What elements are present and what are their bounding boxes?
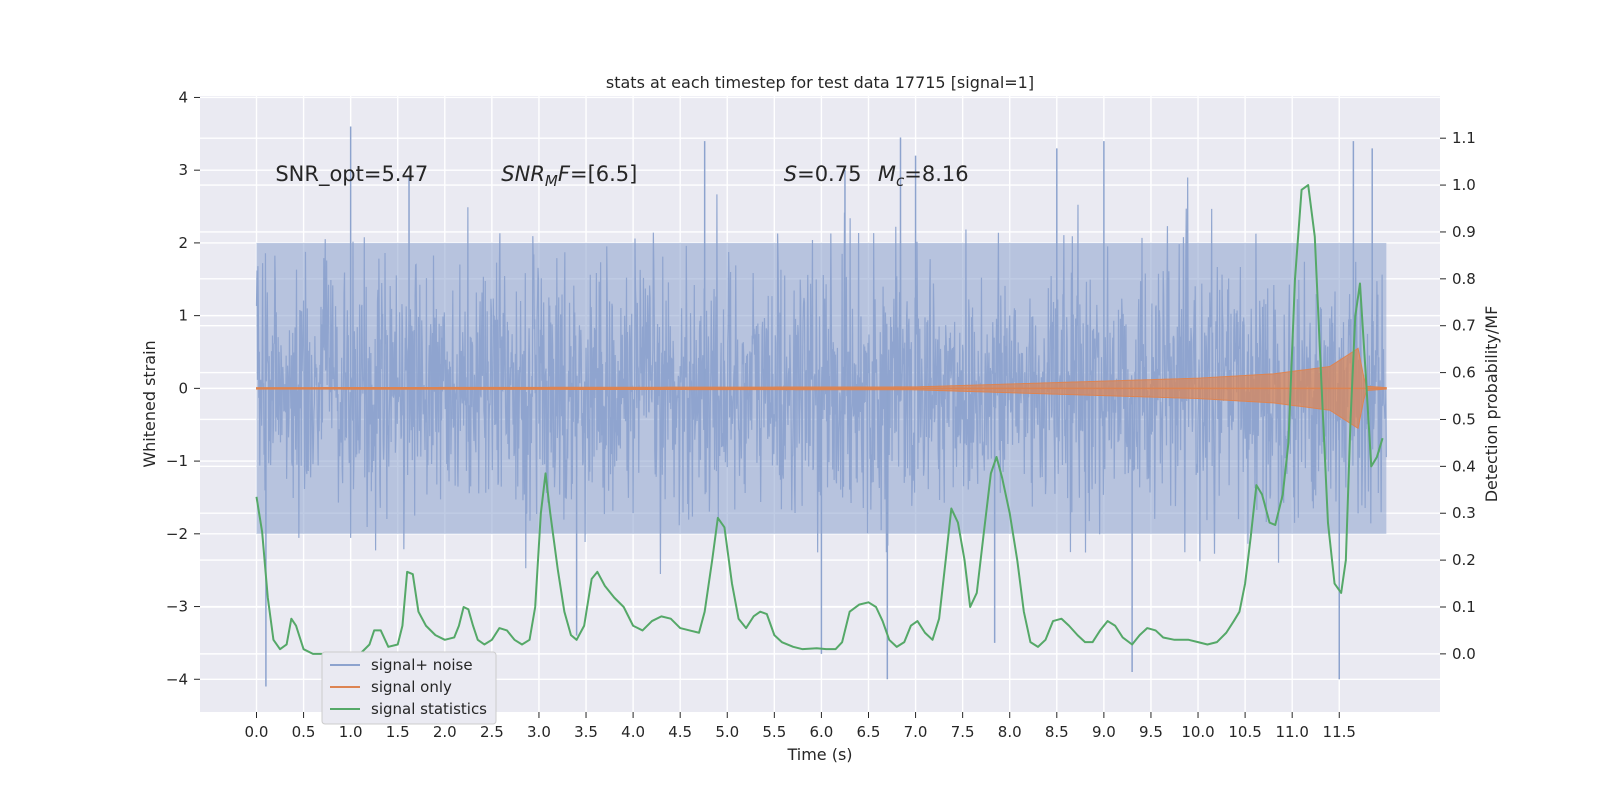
x-tick-label-8-0: 8.0: [998, 723, 1022, 741]
x-tick-label-2-5: 2.5: [480, 723, 504, 741]
y2-tick-label-0-3: 0.3: [1452, 504, 1476, 522]
legend-label-signal-statistics: signal statistics: [371, 700, 487, 718]
y2-axis-label: Detection probability/MF: [1482, 306, 1501, 503]
x-tick-label-3-5: 3.5: [574, 723, 598, 741]
legend-label-signal-only: signal only: [371, 678, 452, 696]
x-tick-label-5-5: 5.5: [762, 723, 786, 741]
y-tick-label-1: 1: [178, 307, 188, 325]
x-tick-label-0-5: 0.5: [292, 723, 316, 741]
y2-tick-label-0-9: 0.9: [1452, 223, 1476, 241]
y-tick-label-3: 3: [178, 161, 188, 179]
annotation-m-c-8-16: Mc=8.16: [878, 162, 969, 190]
legend: signal+ noise signal only signal statist…: [321, 651, 497, 725]
y2-tick-label-0-2: 0.2: [1452, 551, 1476, 569]
y-tick-label-4: −4: [166, 670, 188, 688]
x-tick-label-1-0: 1.0: [339, 723, 363, 741]
x-tick-label-11-5: 11.5: [1323, 723, 1356, 741]
x-tick-label-6-0: 6.0: [809, 723, 833, 741]
x-tick-label-9-0: 9.0: [1092, 723, 1116, 741]
y-tick-label-2: 2: [178, 234, 188, 252]
y-tick-label-4: 4: [178, 88, 188, 106]
legend-box: [321, 651, 497, 725]
x-axis-ticks: 0.0 0.5 1.0 1.5 2.0 2.5 3.0 3.5 4.0 4.5 5.0 5.5 6.0 6…: [245, 712, 1356, 741]
annotation-s-0-75: S=0.75: [784, 162, 862, 186]
x-tick-label-5-0: 5.0: [715, 723, 739, 741]
y2-tick-label-0-7: 0.7: [1452, 317, 1476, 335]
y2-tick-label-1-0: 1.0: [1452, 176, 1476, 194]
y2-axis-ticks: 0.0 0.1 0.2 0.3 0.4 0.5 0.6 0.7 0.8 0.9 1.0 1.1: [1440, 129, 1476, 663]
x-tick-label-4-5: 4.5: [668, 723, 692, 741]
x-tick-label-10-5: 10.5: [1228, 723, 1261, 741]
y2-tick-label-0-8: 0.8: [1452, 270, 1476, 288]
x-tick-label-10-0: 10.0: [1181, 723, 1214, 741]
y2-tick-label-0-1: 0.1: [1452, 598, 1476, 616]
y2-tick-label-0-0: 0.0: [1452, 645, 1476, 663]
series-signal-only: [255, 347, 1387, 430]
legend-label-signal-plus-noise: signal+ noise: [371, 656, 473, 674]
annotations: SNR_opt=5.47 SNRMF=[6.5] S=0.75 Mc=8.16: [275, 162, 968, 190]
x-tick-label-7-5: 7.5: [951, 723, 975, 741]
x-axis-label: Time (s): [786, 745, 852, 764]
chart-title: stats at each timestep for test data 177…: [606, 73, 1034, 92]
y2-tick-label-0-5: 0.5: [1452, 410, 1476, 428]
x-tick-label-2-0: 2.0: [433, 723, 457, 741]
y2-tick-label-1-1: 1.1: [1452, 129, 1476, 147]
x-tick-label-0-0: 0.0: [245, 723, 269, 741]
statistics-line: [255, 184, 1384, 657]
series-signal-statistics: [255, 184, 1384, 657]
y-axis-label: Whitened strain: [140, 340, 159, 467]
y-tick-label-zero: 0: [178, 379, 188, 397]
y2-tick-label-0-4: 0.4: [1452, 457, 1476, 475]
x-tick-label-6-5: 6.5: [857, 723, 881, 741]
y-tick-label-3: −3: [166, 598, 188, 616]
x-tick-label-1-5: 1.5: [386, 723, 410, 741]
x-tick-label-7-0: 7.0: [904, 723, 928, 741]
x-tick-label-9-5: 9.5: [1139, 723, 1163, 741]
x-tick-label-3-0: 3.0: [527, 723, 551, 741]
y-axis-ticks: −4 −3 −2 −1 0 1 2 3 4: [166, 88, 200, 688]
x-tick-label-8-5: 8.5: [1045, 723, 1069, 741]
annotation-snr-opt-5-47: SNR_opt=5.47: [275, 162, 428, 187]
x-tick-label-11-0: 11.0: [1275, 723, 1308, 741]
y-tick-label-2: −2: [166, 525, 188, 543]
annotation-snr-mf-6-5: SNRMF=[6.5]: [501, 162, 637, 190]
y-tick-label-1: −1: [166, 452, 188, 470]
y2-tick-label-0-6: 0.6: [1452, 364, 1476, 382]
x-tick-label-4-0: 4.0: [621, 723, 645, 741]
